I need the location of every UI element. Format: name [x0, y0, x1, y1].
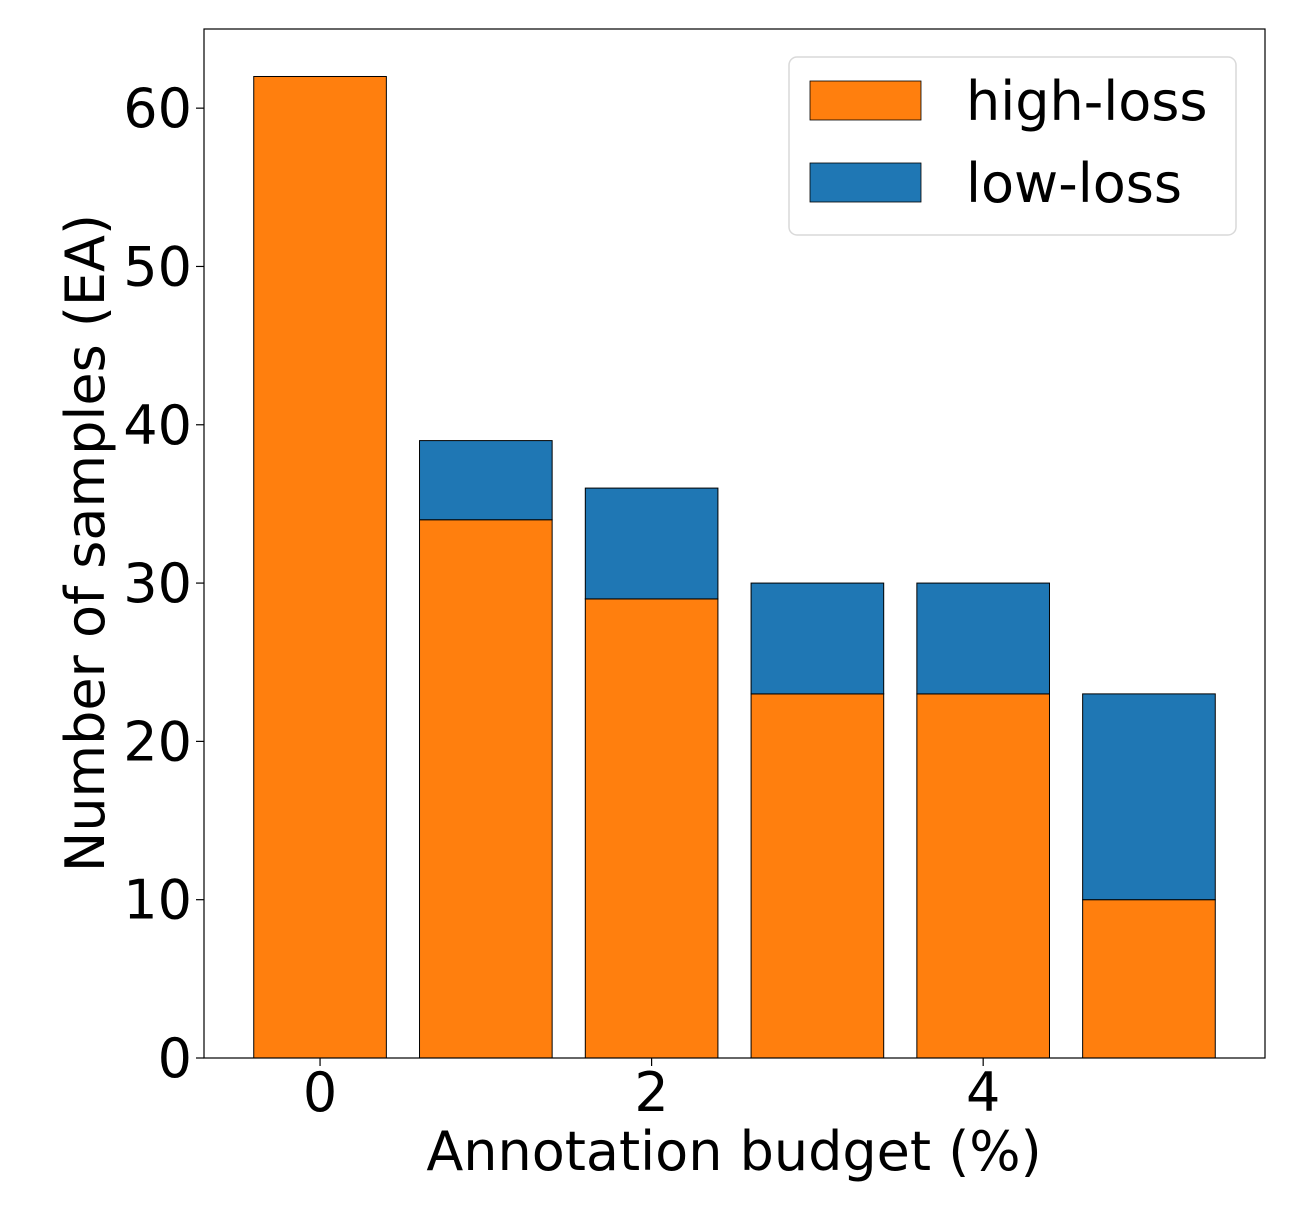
bar-high-loss-4 — [916, 693, 1050, 1059]
bar-low-loss-4 — [916, 582, 1050, 695]
x-axis-label: Annotation budget (%) — [426, 1120, 1041, 1183]
bar-low-loss-3 — [750, 582, 885, 695]
legend: high-loss low-loss — [788, 56, 1237, 236]
y-tick-label: 40 — [123, 394, 192, 457]
bar-low-loss-2 — [584, 487, 719, 600]
legend-swatch-low-loss — [809, 162, 922, 203]
bar-high-loss-2 — [584, 598, 719, 1059]
y-tick-label: 50 — [123, 235, 192, 298]
y-tick-label: 60 — [123, 77, 192, 140]
y-ticks: 0 10 20 30 40 50 60 — [123, 77, 204, 1090]
y-tick-label: 0 — [158, 1027, 192, 1090]
legend-label-high-loss: high-loss — [966, 70, 1208, 133]
bar-high-loss-5 — [1082, 899, 1216, 1059]
legend-swatch-high-loss — [809, 80, 922, 121]
bar-high-loss-3 — [750, 693, 885, 1059]
x-ticks: 0 2 4 — [303, 1058, 1000, 1124]
bar-low-loss-5 — [1082, 693, 1216, 901]
x-tick-label: 4 — [966, 1061, 1000, 1124]
bar-high-loss-0 — [253, 75, 387, 1059]
y-tick-label: 10 — [123, 869, 192, 932]
axes-frame — [203, 28, 1266, 1059]
x-tick-label: 0 — [303, 1061, 337, 1124]
legend-label-low-loss: low-loss — [966, 152, 1182, 215]
y-tick-label: 30 — [123, 552, 192, 615]
x-tick-label: 2 — [634, 1061, 668, 1124]
bar-low-loss-1 — [419, 440, 553, 521]
y-tick-label: 20 — [123, 710, 192, 773]
bar-high-loss-1 — [419, 519, 553, 1059]
bars-layer — [253, 75, 1216, 1059]
y-axis-label: Number of samples (EA) — [54, 214, 117, 872]
